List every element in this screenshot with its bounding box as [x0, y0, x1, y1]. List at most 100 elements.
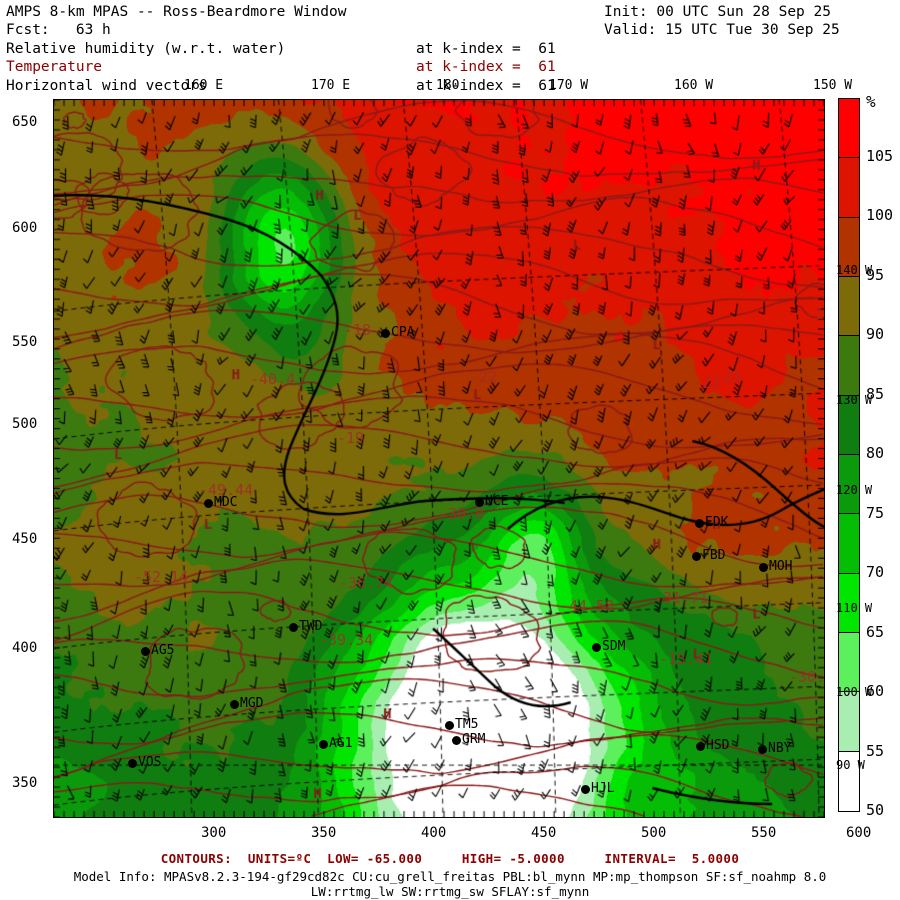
x-tick-350: 350 — [311, 825, 337, 841]
temperature-value-label: -40.4 — [250, 370, 296, 388]
colorbar-tick-75: 75 — [866, 503, 885, 522]
model-info: Model Info: MPASv8.2.3-194-gf29cd82c CU:… — [73, 869, 827, 884]
colorbar-tick-105: 105 — [866, 146, 894, 165]
field-kindex-temperature: at k-index = 61 — [416, 59, 556, 75]
temperature-value-label: -36.74 — [339, 574, 394, 592]
station-dot-icon — [475, 498, 484, 507]
station-dot-icon — [452, 736, 461, 745]
forecast-hour: Fcst: 63 h — [6, 22, 111, 38]
station-label: NCE — [485, 494, 509, 509]
valid-time: Valid: 15 UTC Tue 30 Sep 25 — [604, 22, 840, 38]
colorbar-tick-95: 95 — [866, 265, 885, 284]
colorbar-band-90 — [839, 336, 859, 396]
lon-label-3: 170 W — [549, 78, 589, 93]
lon-label-5: 150 W — [813, 78, 853, 93]
colorbar-band-85 — [839, 395, 859, 455]
colorbar-band-70 — [839, 573, 859, 633]
contour-info: CONTOURS: UNITS=ºC LOW= -65.000 HIGH= -5… — [160, 851, 740, 866]
temperature-value-label: -15.41 — [659, 650, 714, 668]
station-label: NBY — [768, 741, 792, 756]
colorbar[interactable] — [838, 98, 860, 812]
colorbar-band-65 — [839, 632, 859, 693]
lat-label-2: 120 W — [836, 483, 873, 497]
y-tick-650: 650 — [12, 114, 38, 130]
colorbar-tick-100: 100 — [866, 206, 894, 224]
lat-label-1: 130 W — [836, 393, 873, 407]
temperature-value-label: -22 — [470, 368, 498, 386]
colorbar-band-100 — [839, 217, 859, 277]
x-tick-500: 500 — [641, 825, 667, 841]
lat-label-5: 90 W — [836, 758, 865, 772]
colorbar-tick-80: 80 — [866, 444, 885, 462]
temperature-value-label: -30.0 — [439, 505, 485, 523]
field-kindex-relative-humidity: at k-index = 61 — [416, 41, 556, 57]
relative-humidity-field — [54, 100, 824, 817]
colorbar-tick-65: 65 — [866, 622, 885, 641]
x-tick-450: 450 — [531, 825, 557, 841]
temperature-value-label: -12 — [806, 305, 825, 323]
y-tick-400: 400 — [12, 640, 38, 656]
y-tick-500: 500 — [12, 416, 38, 432]
colorbar-unit-label: % — [866, 92, 876, 111]
field-kindex-wind-vectors: at k-index = 61 — [416, 78, 556, 94]
colorbar-band-110 — [839, 99, 859, 159]
station-dot-icon — [319, 740, 328, 749]
temperature-value-label: -39.34 — [319, 631, 374, 649]
temperature-value-label: -52.14 — [134, 568, 189, 586]
station-dot-icon — [692, 552, 701, 561]
colorbar-band-60 — [839, 692, 859, 752]
station-label: FBD — [702, 548, 726, 563]
field-label-wind-vectors: Horizontal wind vectors — [6, 78, 207, 94]
station-dot-icon — [230, 700, 239, 709]
lon-label-1: 170 E — [311, 78, 351, 93]
x-tick-400: 400 — [421, 825, 447, 841]
station-label: HSD — [706, 738, 730, 753]
y-tick-450: 450 — [12, 531, 38, 547]
station-label: AG5 — [151, 643, 175, 658]
temperature-value-label: -31.71 — [654, 589, 709, 607]
temperature-value-label: -19 — [337, 429, 365, 447]
station-dot-icon — [289, 623, 298, 632]
station-label: MDC — [214, 495, 238, 510]
station-label: HJL — [591, 781, 615, 796]
y-tick-350: 350 — [12, 775, 38, 791]
station-dot-icon — [141, 647, 150, 656]
station-label: TWD — [299, 619, 323, 634]
page-title: AMPS 8-km MPAS -- Ross-Beardmore Window — [6, 4, 347, 20]
map-plot-area[interactable]: CPANCEMDCEDKFBDMOHTWDSDMAG5MTFAG1MGDNBYV… — [53, 99, 825, 818]
temperature-value-label: -44.58 — [560, 597, 615, 615]
x-tick-550: 550 — [751, 825, 777, 841]
temperature-value-label: -23 — [714, 368, 742, 386]
colorbar-band-105 — [839, 158, 859, 218]
station-dot-icon — [759, 563, 768, 572]
station-dot-icon — [592, 643, 601, 652]
station-label: MOH — [769, 559, 793, 574]
lat-label-4: 100 W — [836, 685, 873, 699]
lat-label-0: 140 W — [836, 263, 873, 277]
colorbar-band-75 — [839, 514, 859, 574]
station-label: TM5 — [455, 717, 479, 732]
station-dot-icon — [381, 329, 390, 338]
station-label: EDK — [705, 515, 729, 530]
station-label: GRM — [462, 732, 486, 747]
colorbar-band-95 — [839, 276, 859, 337]
station-label: AG1 — [329, 736, 353, 751]
station-label: CPA — [391, 325, 415, 340]
y-tick-600: 600 — [12, 220, 38, 236]
temperature-value-label: -30.88 — [789, 668, 825, 686]
lon-label-4: 160 W — [674, 78, 714, 93]
colorbar-tick-90: 90 — [866, 325, 885, 343]
station-label: VOS — [138, 755, 162, 770]
x-tick-300: 300 — [201, 825, 227, 841]
field-label-relative-humidity: Relative humidity (w.r.t. water) — [6, 41, 286, 57]
lon-label-2: 180 — [436, 78, 460, 93]
station-dot-icon — [204, 499, 213, 508]
y-tick-550: 550 — [12, 334, 38, 350]
station-dot-icon — [758, 745, 767, 754]
station-dot-icon — [696, 742, 705, 751]
lon-label-0: 160 E — [184, 78, 224, 93]
colorbar-tick-55: 55 — [866, 741, 885, 760]
station-dot-icon — [695, 519, 704, 528]
temperature-value-label: -18 — [344, 321, 372, 339]
